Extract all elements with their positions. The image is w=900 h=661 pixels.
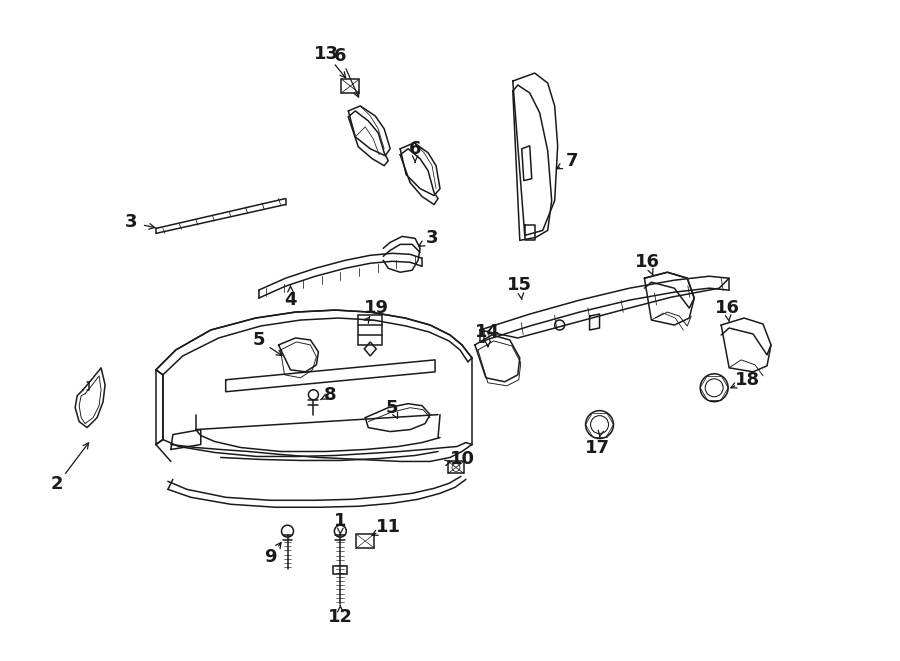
Text: 10: 10 xyxy=(449,450,474,469)
Text: 3: 3 xyxy=(125,214,137,231)
Text: 16: 16 xyxy=(715,299,740,317)
Text: 15: 15 xyxy=(508,276,532,294)
Text: 19: 19 xyxy=(364,299,389,317)
Text: 3: 3 xyxy=(426,229,438,247)
Text: 9: 9 xyxy=(265,548,277,566)
Text: 14: 14 xyxy=(475,323,500,341)
Text: 13: 13 xyxy=(314,45,339,63)
Text: 1: 1 xyxy=(334,512,346,530)
Bar xyxy=(356,534,374,548)
Text: 16: 16 xyxy=(634,253,660,271)
Text: 4: 4 xyxy=(284,291,297,309)
Text: 12: 12 xyxy=(328,608,353,626)
Text: 7: 7 xyxy=(565,152,578,170)
Text: 8: 8 xyxy=(324,386,337,404)
Text: 5: 5 xyxy=(252,331,265,349)
Text: 6: 6 xyxy=(334,47,346,65)
Bar xyxy=(341,79,359,93)
Text: 11: 11 xyxy=(375,518,401,536)
Text: 6: 6 xyxy=(409,139,421,158)
Text: 2: 2 xyxy=(51,475,64,493)
Bar xyxy=(358,315,382,345)
Bar xyxy=(333,566,347,574)
Text: 5: 5 xyxy=(386,399,399,416)
Text: 18: 18 xyxy=(734,371,760,389)
Text: 17: 17 xyxy=(585,438,610,457)
Bar xyxy=(448,461,464,473)
